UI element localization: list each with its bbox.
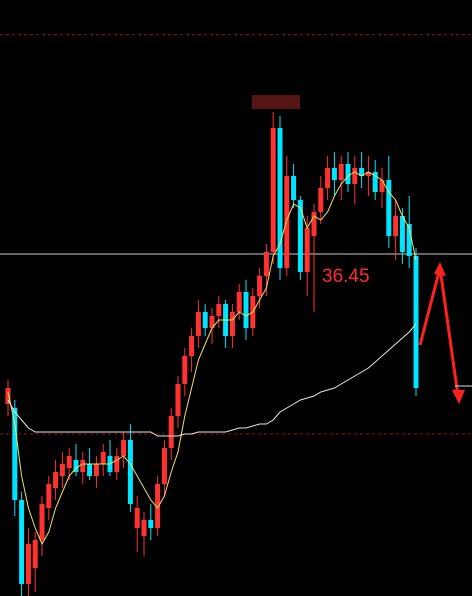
candle-body (209, 316, 215, 328)
candle-body (406, 224, 412, 256)
candle-body (141, 520, 147, 536)
candle-body (325, 168, 331, 188)
candle-body (297, 200, 303, 272)
candle-body (270, 128, 276, 252)
candle-body (12, 408, 18, 500)
candle-body (80, 460, 86, 472)
candle-body (257, 276, 263, 296)
candle-body (73, 460, 79, 472)
candle-body (39, 504, 45, 540)
candle-body (46, 484, 52, 508)
candle-body (359, 168, 365, 176)
candle-body (114, 456, 120, 472)
candle-body (386, 180, 392, 236)
candle-body (399, 216, 405, 252)
candle-body (318, 188, 324, 212)
candle-body (87, 464, 93, 476)
candle-body (127, 440, 133, 504)
candle-body (5, 388, 11, 404)
candle-body (365, 172, 371, 176)
candle-body (134, 508, 140, 528)
arrow-up (418, 267, 442, 346)
candle-body (331, 168, 337, 180)
candle-body (195, 312, 201, 336)
candle-body (189, 336, 195, 356)
candle-body (66, 456, 72, 468)
candle-body (229, 312, 235, 336)
candle-body (53, 472, 59, 488)
candle-body (216, 304, 222, 316)
candle-body (168, 416, 174, 448)
plot (0, 34, 472, 596)
blurred-label (252, 95, 300, 109)
candle-body (161, 448, 167, 484)
candle-body (311, 212, 317, 236)
candle-body (19, 500, 25, 584)
candle-body (372, 172, 378, 192)
moving-average (7, 171, 417, 546)
candle-body (155, 484, 161, 528)
candle-body (379, 180, 385, 192)
candle-body (291, 176, 297, 200)
candle-body (284, 176, 290, 268)
candle-body (236, 292, 242, 312)
candle-body (175, 384, 181, 416)
candle-body (93, 464, 99, 476)
candle-body (243, 292, 249, 328)
arrow-down (438, 267, 460, 397)
candle-body (338, 164, 344, 180)
candle-body (25, 544, 31, 584)
moving-average (7, 323, 417, 437)
candle-body (148, 520, 154, 528)
candle-body (393, 216, 399, 236)
candle-body (345, 164, 351, 184)
candle-body (277, 128, 283, 268)
candle-body (304, 228, 310, 272)
candle-body (59, 464, 65, 476)
candle-body (32, 540, 38, 568)
reference-label: 36.45 (322, 266, 370, 287)
candle-body (263, 252, 269, 276)
candle-body (202, 312, 208, 328)
arrow-head (452, 390, 465, 404)
candle-body (182, 356, 188, 384)
candle-body (352, 168, 358, 184)
candle-body (100, 452, 106, 464)
candle-body (121, 440, 127, 456)
candle-body (413, 256, 419, 388)
